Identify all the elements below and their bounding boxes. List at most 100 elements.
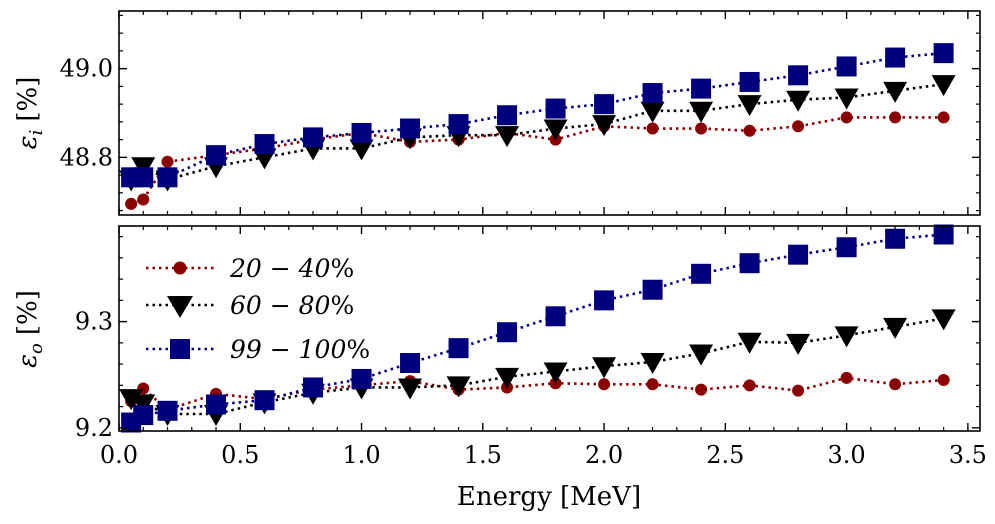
- top-point-99-100: [303, 127, 324, 148]
- top-point-99-100: [788, 65, 809, 86]
- bottom-point-60-80: [883, 317, 908, 339]
- top-point-20-40: [743, 124, 756, 137]
- x-tick-label: 0.5: [221, 441, 259, 469]
- top-point-99-100: [351, 122, 372, 143]
- x-axis-label: Energy [MeV]: [457, 482, 641, 512]
- bottom-point-99-100: [351, 368, 372, 389]
- bottom-point-60-80: [592, 357, 617, 379]
- top-point-20-40: [937, 111, 950, 124]
- bottom-point-60-80: [446, 376, 471, 398]
- top-point-99-100: [206, 145, 227, 166]
- legend-item-60-80: 60 − 80%: [146, 291, 354, 320]
- bottom-point-99-100: [400, 353, 421, 374]
- bottom-point-20-40: [743, 379, 756, 392]
- bottom-point-99-100: [788, 244, 809, 265]
- bottom-series-line-60-80: [130, 317, 944, 416]
- top-point-60-80: [834, 88, 859, 110]
- top-series-line-60-80: [130, 82, 944, 181]
- y-tick-label: 49.0: [60, 55, 113, 83]
- x-tick-label: 3.0: [828, 441, 866, 469]
- x-tick-label: 2.5: [706, 441, 744, 469]
- bottom-y-ticks: 9.2 9.3: [75, 236, 980, 442]
- bottom-point-60-80: [543, 362, 568, 384]
- top-point-60-80: [786, 90, 811, 112]
- legend-marker-circle: [173, 261, 187, 275]
- bottom-point-99-100: [206, 394, 227, 415]
- bottom-point-20-40: [792, 384, 805, 397]
- bottom-point-99-100: [448, 338, 469, 359]
- top-panel-frame: [118, 10, 981, 216]
- bottom-point-99-100: [739, 253, 760, 274]
- x-tick-label: 2.0: [585, 441, 623, 469]
- top-point-99-100: [933, 43, 954, 64]
- top-point-20-40: [840, 111, 853, 124]
- bottom-y-axis-label: εo[%]: [13, 290, 47, 368]
- bottom-point-60-80: [131, 394, 156, 416]
- bottom-point-20-40: [598, 378, 611, 391]
- top-point-60-80: [640, 101, 665, 123]
- legend-label-60-80: 60 − 80%: [230, 291, 354, 320]
- bottom-point-60-80: [786, 333, 811, 355]
- bottom-point-99-100: [254, 390, 275, 411]
- bottom-plot-area: [119, 224, 956, 433]
- top-point-99-100: [642, 83, 663, 104]
- top-point-20-40: [695, 122, 708, 135]
- top-point-60-80: [592, 115, 617, 137]
- bottom-point-60-80: [834, 326, 859, 348]
- bottom-point-60-80: [398, 378, 423, 400]
- bottom-point-20-40: [937, 374, 950, 387]
- top-point-60-80: [883, 81, 908, 103]
- top-point-99-100: [885, 47, 906, 68]
- bottom-point-20-40: [646, 378, 659, 391]
- top-y-axis-label: εi[%]: [13, 77, 47, 150]
- legend-item-99-100: 99 − 100%: [146, 335, 370, 364]
- bottom-panel: 9.2 9.3 0.0 0.5 1.0 1.5 2.0 2.5 3.0 3.5 εo[%] En…: [13, 224, 987, 512]
- bottom-point-60-80: [931, 309, 956, 331]
- bottom-point-20-40: [695, 383, 708, 396]
- top-point-99-100: [133, 167, 154, 188]
- bottom-point-60-80: [640, 352, 665, 374]
- top-point-60-80: [689, 101, 714, 123]
- top-point-99-100: [836, 56, 857, 77]
- bottom-point-99-100: [133, 405, 154, 426]
- top-point-99-100: [157, 167, 178, 188]
- top-point-99-100: [594, 94, 615, 115]
- bottom-x-ticks: 0.0 0.5 1.0 1.5 2.0 2.5 3.0 3.5: [100, 226, 987, 469]
- top-point-99-100: [400, 118, 421, 139]
- top-x-ticks: [118, 11, 969, 215]
- top-point-20-40: [137, 193, 150, 206]
- bottom-panel-frame: [118, 225, 981, 432]
- legend-label-20-40: 20 − 40%: [229, 254, 354, 283]
- legend-marker-triangle: [167, 296, 193, 318]
- legend-marker-square: [170, 339, 190, 359]
- top-point-60-80: [543, 119, 568, 141]
- top-point-99-100: [448, 114, 469, 135]
- bottom-point-99-100: [497, 322, 518, 343]
- top-point-99-100: [254, 134, 275, 155]
- bottom-point-20-40: [889, 378, 902, 391]
- top-point-60-80: [931, 75, 956, 97]
- top-point-20-40: [889, 111, 902, 124]
- bottom-point-99-100: [303, 377, 324, 398]
- top-point-60-80: [349, 139, 374, 161]
- x-tick-label: 1.0: [342, 441, 380, 469]
- bottom-point-99-100: [157, 400, 178, 421]
- bottom-point-99-100: [885, 228, 906, 249]
- bottom-point-99-100: [594, 290, 615, 311]
- top-point-99-100: [691, 78, 712, 99]
- bottom-point-60-80: [495, 367, 520, 389]
- bottom-point-99-100: [691, 263, 712, 284]
- legend-label-99-100: 99 − 100%: [230, 335, 370, 364]
- bottom-point-20-40: [840, 371, 853, 384]
- top-point-60-80: [495, 126, 520, 148]
- x-tick-label: 0.0: [100, 441, 138, 469]
- bottom-point-99-100: [836, 237, 857, 258]
- top-y-ticks: 48.8 49.0: [60, 14, 980, 212]
- y-tick-label: 9.3: [75, 308, 113, 336]
- legend-item-20-40: 20 − 40%: [146, 254, 354, 283]
- top-panel: 48.8 49.0 εi[%]: [13, 10, 981, 216]
- legend: 20 − 40% 60 − 80% 99 − 100%: [146, 254, 370, 364]
- y-tick-label: 9.2: [75, 414, 113, 442]
- top-point-99-100: [497, 105, 518, 126]
